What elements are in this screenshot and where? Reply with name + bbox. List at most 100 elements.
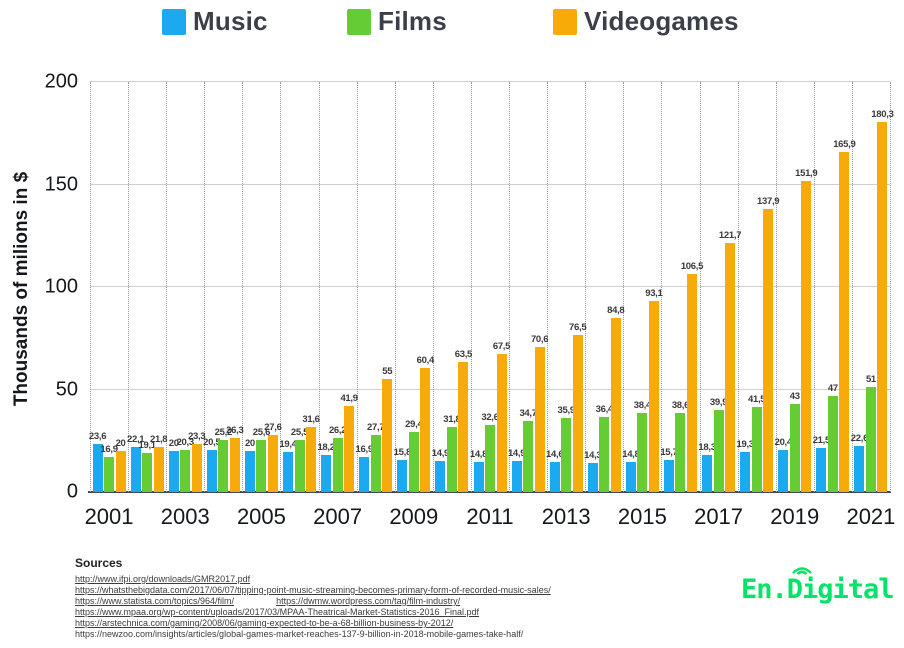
bar-music-2009 bbox=[397, 459, 408, 492]
source-line: https://newzoo.com/insights/articles/glo… bbox=[75, 629, 675, 640]
source-link[interactable]: https://whatsthebigdata.com/2017/06/07/t… bbox=[75, 585, 551, 595]
source-link[interactable]: https://www.mpaa.org/wp-content/uploads/… bbox=[75, 607, 480, 617]
sources-section: Sources http://www.ifpi.org/downloads/GM… bbox=[75, 556, 675, 640]
bar-videogames-2014 bbox=[610, 318, 621, 492]
bar-value-label: 14,6 bbox=[546, 449, 564, 461]
bar-value-label: 55 bbox=[382, 366, 393, 378]
gridline-x-separator bbox=[547, 82, 549, 492]
x-tick-label-2003: 2003 bbox=[160, 504, 210, 529]
x-axis-line bbox=[88, 491, 891, 493]
source-line: https://www.mpaa.org/wp-content/uploads/… bbox=[75, 607, 675, 618]
bar-music-2007 bbox=[321, 454, 332, 492]
bar-value-label: 18,3 bbox=[698, 441, 716, 453]
bar-videogames-2009 bbox=[420, 368, 431, 492]
bar-value-label: 15,8 bbox=[393, 446, 412, 458]
bar-value-label: 14,8 bbox=[622, 448, 640, 460]
y-axis-title: Thousands of milions in $ bbox=[11, 171, 32, 407]
gridline-x-separator bbox=[699, 82, 701, 492]
bar-value-label: 22,6 bbox=[850, 432, 869, 444]
source-link[interactable]: https://www.statista.com/topics/964/film… bbox=[75, 596, 235, 606]
legend-item-music: Music bbox=[162, 6, 268, 37]
bar-films-2013 bbox=[561, 418, 572, 492]
gridline-x-separator bbox=[128, 82, 130, 492]
source-link[interactable]: https://dwmw.wordpress.com/tag/film-indu… bbox=[276, 596, 461, 606]
plot-area: 23,6 16,9 20 22,1 19,1 21,8 20 20,3 23,3 20,5 25,2… bbox=[88, 81, 894, 493]
bar-value-label: 22,1 bbox=[126, 433, 145, 445]
music-swatch-icon bbox=[162, 8, 186, 35]
films-swatch-icon bbox=[347, 8, 371, 35]
source-line: http://www.ifpi.org/downloads/GMR2017.pd… bbox=[75, 574, 675, 585]
bar-value-label: 14,9 bbox=[431, 448, 450, 460]
bar-films-2015 bbox=[637, 413, 648, 492]
bar-value-label: 60,4 bbox=[416, 355, 435, 367]
bar-value-label: 151,9 bbox=[795, 167, 818, 179]
bar-value-label: 19,4 bbox=[279, 439, 297, 451]
bar-films-2016 bbox=[675, 412, 686, 492]
bar-videogames-2012 bbox=[534, 347, 545, 492]
gridline-x-separator bbox=[585, 82, 587, 492]
gridline-x-separator bbox=[204, 82, 206, 492]
bar-value-label: 16,9 bbox=[100, 444, 118, 456]
bar-films-2020 bbox=[827, 395, 838, 492]
bar-videogames-2010 bbox=[458, 361, 469, 492]
bar-value-label: 67,5 bbox=[492, 340, 511, 352]
bar-value-label: 41,9 bbox=[340, 393, 358, 405]
y-tick-label-150: 150 bbox=[44, 173, 78, 195]
bar-films-2004 bbox=[218, 440, 229, 492]
bar-value-label: 20,5 bbox=[203, 436, 221, 448]
bar-value-label: 180,3 bbox=[871, 109, 894, 121]
source-link[interactable]: https://newzoo.com/insights/articles/glo… bbox=[75, 629, 524, 639]
bar-value-label: 16,9 bbox=[355, 444, 374, 456]
bar-value-label: 76,5 bbox=[569, 322, 587, 334]
gridline-x-separator bbox=[661, 82, 663, 492]
chart-legend: Music Films Videogames bbox=[0, 6, 904, 46]
bar-music-2001 bbox=[92, 443, 103, 492]
bar-videogames-2017 bbox=[725, 242, 736, 492]
x-tick-label-2007: 2007 bbox=[313, 504, 363, 529]
gridline-x-separator bbox=[623, 82, 625, 492]
bar-value-label: 14,8 bbox=[469, 448, 488, 460]
bar-videogames-2021 bbox=[877, 122, 888, 492]
legend-label-films: Films bbox=[378, 6, 447, 36]
bar-value-label: 14,3 bbox=[584, 449, 602, 461]
source-line: https://www.statista.com/topics/964/film… bbox=[75, 596, 675, 607]
bar-value-label: 20 bbox=[168, 438, 179, 449]
gridline-x-separator bbox=[318, 82, 320, 492]
source-link[interactable]: https://arstechnica.com/gaming/2008/06/g… bbox=[75, 618, 454, 628]
y-tick-label-200: 200 bbox=[44, 70, 78, 93]
bar-videogames-2003 bbox=[191, 444, 202, 492]
bar-films-2008 bbox=[370, 435, 381, 492]
bar-value-label: 121,7 bbox=[718, 229, 742, 241]
bar-value-label: 19,3 bbox=[736, 439, 755, 451]
bar-value-label: 19,1 bbox=[138, 439, 156, 451]
bar-music-2006 bbox=[283, 452, 294, 492]
bar-music-2018 bbox=[740, 452, 751, 492]
bar-value-label: 26,3 bbox=[226, 425, 244, 437]
bar-value-label: 27,6 bbox=[264, 422, 282, 434]
bar-value-label: 15,7 bbox=[660, 446, 678, 458]
y-tick-label-100: 100 bbox=[44, 275, 78, 298]
bar-value-label: 84,8 bbox=[607, 305, 625, 317]
bar-music-2011 bbox=[473, 461, 484, 492]
bar-films-2018 bbox=[751, 406, 762, 492]
bar-value-label: 165,9 bbox=[833, 138, 856, 150]
bar-films-2010 bbox=[446, 426, 457, 492]
bar-films-2019 bbox=[789, 403, 800, 492]
gridline-x-separator bbox=[890, 82, 891, 492]
bar-videogames-2004 bbox=[229, 438, 240, 492]
bar-music-2003 bbox=[168, 451, 179, 492]
bar-value-label: 25,6 bbox=[252, 426, 271, 438]
gridline-x-separator bbox=[166, 82, 168, 492]
bar-music-2015 bbox=[625, 461, 636, 492]
bar-videogames-2011 bbox=[496, 353, 507, 492]
source-line: https://arstechnica.com/gaming/2008/06/g… bbox=[75, 618, 675, 629]
bar-films-2001 bbox=[104, 457, 115, 492]
bar-value-label: 21,5 bbox=[812, 434, 831, 446]
bar-value-label: 70,6 bbox=[530, 334, 549, 346]
bar-value-label: 39,9 bbox=[709, 397, 728, 409]
legend-item-videogames: Videogames bbox=[553, 6, 739, 37]
gridline-x-separator bbox=[813, 82, 815, 492]
source-link[interactable]: http://www.ifpi.org/downloads/GMR2017.pd… bbox=[75, 574, 251, 584]
gridline-y-100 bbox=[90, 286, 890, 287]
gridline-x-separator bbox=[775, 82, 777, 492]
